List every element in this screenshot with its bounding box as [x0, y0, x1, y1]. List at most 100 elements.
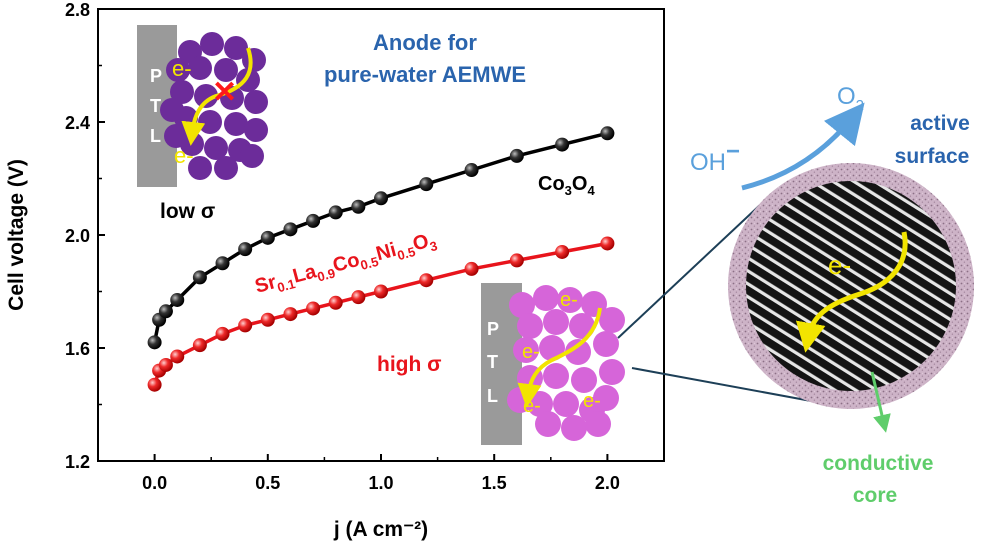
particle: [571, 367, 597, 393]
data-point: [238, 318, 253, 333]
particle: [565, 339, 591, 365]
data-point: [215, 326, 230, 341]
data-point: [509, 148, 524, 163]
chart-title-line-2: pure-water AEMWE: [324, 62, 526, 87]
series-label-srla: Sr0.1La0.9Co0.5Ni0.5O3: [253, 228, 439, 300]
data-point: [464, 163, 479, 178]
data-point: [215, 256, 230, 271]
electron-label: e-: [174, 143, 194, 168]
cross-mark-icon: ✕: [212, 76, 237, 109]
particle: [170, 80, 194, 104]
particle: [224, 112, 248, 136]
particle: [188, 56, 212, 80]
ptl-letter: P: [487, 319, 499, 339]
data-point: [555, 244, 570, 259]
zoom-connector-top: [617, 204, 761, 339]
x-axis-label: j (A cm⁻²): [333, 518, 428, 541]
data-point: [192, 338, 207, 353]
zoom-connector-bottom: [631, 367, 823, 404]
high-sigma-label: high σ: [377, 353, 442, 376]
particle: [517, 313, 543, 339]
particle: [557, 287, 583, 313]
particle: [204, 136, 228, 160]
ptl-letter: T: [487, 352, 498, 372]
particle: [198, 110, 222, 134]
conductive-core-label-line-2: core: [853, 484, 897, 507]
y-tick-label: 1.6: [65, 339, 90, 359]
data-point: [147, 335, 162, 350]
particle: [533, 285, 559, 311]
oxygen-label: O2: [837, 83, 864, 114]
particle: [160, 98, 184, 122]
electron-path-high: [517, 307, 602, 408]
y-tick-label: 2.4: [65, 113, 90, 133]
data-point: [260, 230, 275, 245]
particle: [553, 391, 579, 417]
x-tick-label: 0.0: [142, 473, 167, 493]
particle: [539, 335, 565, 361]
y-tick-label: 2.0: [65, 226, 90, 246]
data-point: [351, 290, 366, 305]
high-sigma-inset: P T L e- e- e- e-: [481, 283, 625, 445]
data-point: [351, 199, 366, 214]
oh-to-o2-arrow: [741, 102, 865, 191]
particle: [599, 359, 625, 385]
x-tick-label: 0.5: [255, 473, 280, 493]
data-point: [600, 236, 615, 251]
low-sigma-inset: P T L ✕ e- e-: [137, 25, 268, 187]
electron-label: e-: [172, 56, 192, 81]
electron-label: e-: [523, 395, 541, 417]
x-axis-ticks: 0.0 0.5 1.0 1.5 2.0: [142, 454, 620, 493]
data-point: [509, 253, 524, 268]
particle: [561, 415, 587, 441]
electron-label: e-: [583, 390, 601, 412]
data-point: [260, 312, 275, 327]
data-point: [158, 304, 173, 319]
data-point: [374, 191, 388, 206]
data-point: [170, 349, 185, 364]
chart-title-line-1: Anode for: [373, 30, 477, 55]
conductive-core-label-line-1: conductive: [823, 452, 934, 475]
data-point: [306, 213, 321, 228]
data-point: [283, 307, 298, 322]
particle: [543, 309, 569, 335]
data-point: [238, 242, 253, 257]
x-tick-label: 1.5: [482, 473, 507, 493]
particle: [166, 58, 190, 82]
data-point: [158, 357, 173, 372]
data-point: [147, 377, 162, 392]
low-sigma-label: low σ: [160, 200, 215, 223]
hydroxide-label: OH−: [690, 138, 740, 176]
data-point: [328, 295, 343, 310]
particle: [214, 156, 238, 180]
active-surface-label-line-1: active: [910, 112, 970, 135]
data-point: [555, 137, 570, 152]
conductive-core-circle: [746, 181, 956, 391]
particle: [244, 118, 268, 142]
ptl-letter: P: [150, 66, 162, 86]
data-point: [600, 126, 615, 141]
electron-label: e-: [560, 289, 578, 311]
data-point: [283, 222, 298, 237]
electron-path-low: [181, 47, 253, 146]
y-tick-label: 1.2: [65, 452, 90, 472]
electron-path-core: [795, 231, 908, 353]
particle: [188, 156, 212, 180]
active-surface-label-line-2: surface: [895, 145, 970, 168]
x-tick-label: 1.0: [368, 473, 393, 493]
particle: [585, 411, 611, 437]
ptl-letter: T: [150, 96, 161, 116]
particle: [240, 144, 264, 168]
data-point: [192, 270, 207, 285]
ptl-letter: L: [487, 386, 498, 406]
series-layer: [147, 126, 615, 392]
data-point: [306, 301, 321, 316]
core-pointer-arrow: [870, 371, 891, 433]
y-axis-label: Cell voltage (V): [5, 159, 28, 311]
particle: [513, 337, 539, 363]
particle: [593, 331, 619, 357]
electron-label: e-: [828, 250, 851, 280]
particle: [194, 84, 218, 108]
particle: [599, 307, 625, 333]
data-point: [419, 273, 434, 288]
